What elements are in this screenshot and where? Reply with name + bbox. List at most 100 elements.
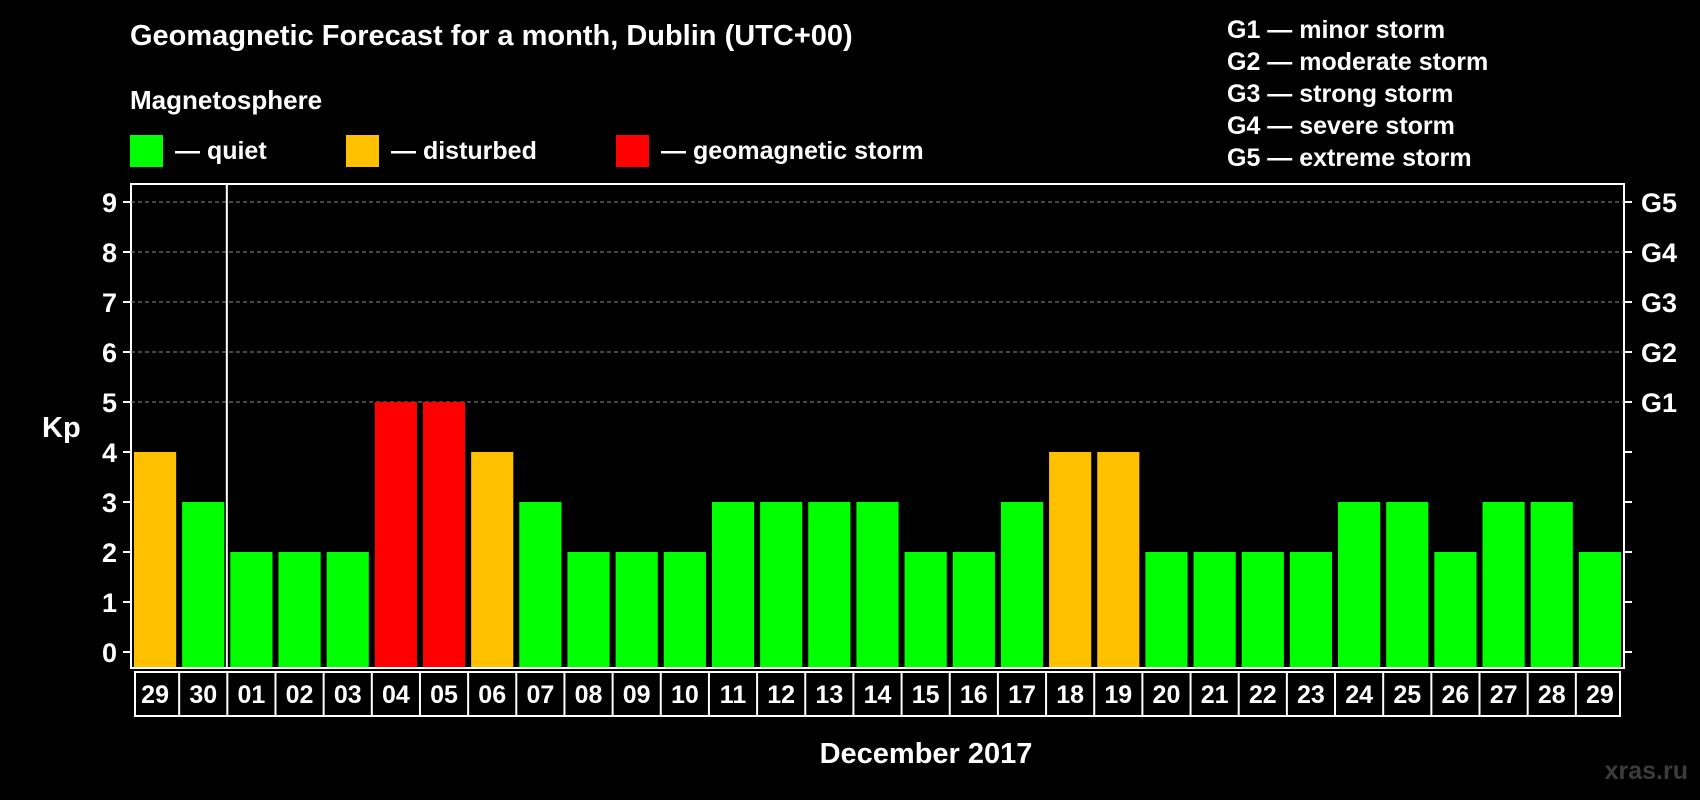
y-tick-label: 7 <box>102 288 117 318</box>
x-tick-label: 18 <box>1056 681 1084 709</box>
storm-scale-g1: G1 — minor storm <box>1227 16 1446 44</box>
x-tick-label: 26 <box>1442 681 1470 709</box>
legend-item-quiet: — quiet <box>130 135 267 167</box>
legend-item-disturbed: — disturbed <box>346 135 537 167</box>
bar <box>471 452 514 667</box>
bar <box>856 502 899 667</box>
y-tick-label: 4 <box>102 438 117 468</box>
bar <box>615 552 658 667</box>
bar <box>134 452 177 667</box>
storm-scale-g2: G2 — moderate storm <box>1227 48 1489 76</box>
x-tick-label: 24 <box>1345 681 1373 709</box>
legend-item-storm: — geomagnetic storm <box>616 135 924 167</box>
watermark: xras.ru <box>1604 757 1688 785</box>
bar <box>808 502 851 667</box>
x-tick-label: 06 <box>478 681 506 709</box>
bar <box>1578 552 1621 667</box>
bar <box>663 552 706 667</box>
bar <box>1289 552 1333 667</box>
x-tick-label: 03 <box>334 681 362 709</box>
right-axis-label: G2 <box>1641 338 1677 368</box>
x-tick-label: 29 <box>1586 681 1614 709</box>
x-tick-label: 21 <box>1201 681 1229 709</box>
bar <box>1193 552 1236 667</box>
x-tick-label: 17 <box>1008 681 1036 709</box>
bar <box>904 552 947 667</box>
right-axis-label: G4 <box>1641 238 1677 268</box>
x-tick-label: 13 <box>815 681 843 709</box>
x-tick-label: 16 <box>960 681 988 709</box>
x-tick-label: 11 <box>720 681 747 709</box>
chart-subtitle: Magnetosphere <box>130 85 323 115</box>
bar <box>1434 552 1477 667</box>
x-tick-label: 01 <box>237 681 265 709</box>
chart-title: Geomagnetic Forecast for a month, Dublin… <box>130 20 853 52</box>
bar <box>1530 502 1573 667</box>
y-tick-label: 0 <box>102 638 117 668</box>
y-tick-label: 8 <box>102 238 117 268</box>
x-labels-box <box>134 671 1621 717</box>
legend-label-disturbed: — disturbed <box>391 136 537 165</box>
legend-swatch-storm <box>616 135 649 167</box>
bar <box>760 502 803 667</box>
storm-scale-g3: G3 — strong storm <box>1227 80 1454 108</box>
x-tick-label: 07 <box>526 681 554 709</box>
x-tick-label: 14 <box>864 681 892 709</box>
bar <box>567 552 610 667</box>
bar <box>952 552 995 667</box>
x-tick-label: 29 <box>141 681 169 709</box>
storm-scale-g4: G4 — severe storm <box>1227 112 1455 140</box>
x-tick-label: 10 <box>671 681 699 709</box>
legend-swatch-quiet <box>130 135 163 167</box>
y-tick-label: 2 <box>102 538 117 568</box>
bar <box>1097 452 1140 667</box>
right-axis-label: G1 <box>1641 388 1677 418</box>
y-tick-label: 1 <box>102 588 117 618</box>
bar <box>1049 452 1092 667</box>
x-tick-label: 20 <box>1153 681 1181 709</box>
y-tick-label: 5 <box>102 388 117 418</box>
x-tick-label: 28 <box>1538 681 1566 709</box>
x-tick-label: 04 <box>382 681 410 709</box>
bar <box>182 502 225 667</box>
bar <box>278 552 321 667</box>
bar <box>519 502 562 667</box>
x-tick-label: 19 <box>1104 681 1132 709</box>
y-tick-label: 6 <box>102 338 117 368</box>
bar <box>326 552 369 667</box>
x-tick-label: 08 <box>575 681 603 709</box>
bar <box>1145 552 1188 667</box>
x-tick-label: 30 <box>189 681 217 709</box>
storm-scale-g5: G5 — extreme storm <box>1227 144 1472 172</box>
storm-scale-list: G1 — minor storm G2 — moderate storm G3 … <box>1227 14 1488 174</box>
x-tick-label: 02 <box>286 681 314 709</box>
legend-swatch-disturbed <box>346 135 379 167</box>
bar <box>374 402 417 667</box>
right-axis-label: G3 <box>1641 288 1677 318</box>
right-axis-label: G5 <box>1641 188 1677 218</box>
bar <box>422 402 466 667</box>
x-axis-title: December 2017 <box>820 738 1033 770</box>
bar <box>1000 502 1044 667</box>
y-axis-title: Kp <box>42 412 81 444</box>
bar <box>1482 502 1525 667</box>
x-tick-label: 25 <box>1393 681 1421 709</box>
y-tick-label: 3 <box>102 488 117 518</box>
bar <box>1241 552 1284 667</box>
y-tick-label: 9 <box>102 188 117 218</box>
legend-label-quiet: — quiet <box>175 136 267 165</box>
x-tick-label: 09 <box>623 681 651 709</box>
x-tick-label: 15 <box>912 681 940 709</box>
x-tick-label: 27 <box>1490 681 1518 709</box>
x-tick-label: 22 <box>1249 681 1277 709</box>
x-tick-label: 12 <box>767 681 795 709</box>
legend-label-storm: — geomagnetic storm <box>661 136 924 165</box>
bar <box>711 502 755 667</box>
bar <box>1338 502 1381 667</box>
bar <box>230 552 273 667</box>
plot-frame <box>130 183 1625 669</box>
x-tick-label: 23 <box>1297 681 1325 709</box>
x-tick-label: 05 <box>430 681 458 709</box>
bar <box>1386 502 1429 667</box>
